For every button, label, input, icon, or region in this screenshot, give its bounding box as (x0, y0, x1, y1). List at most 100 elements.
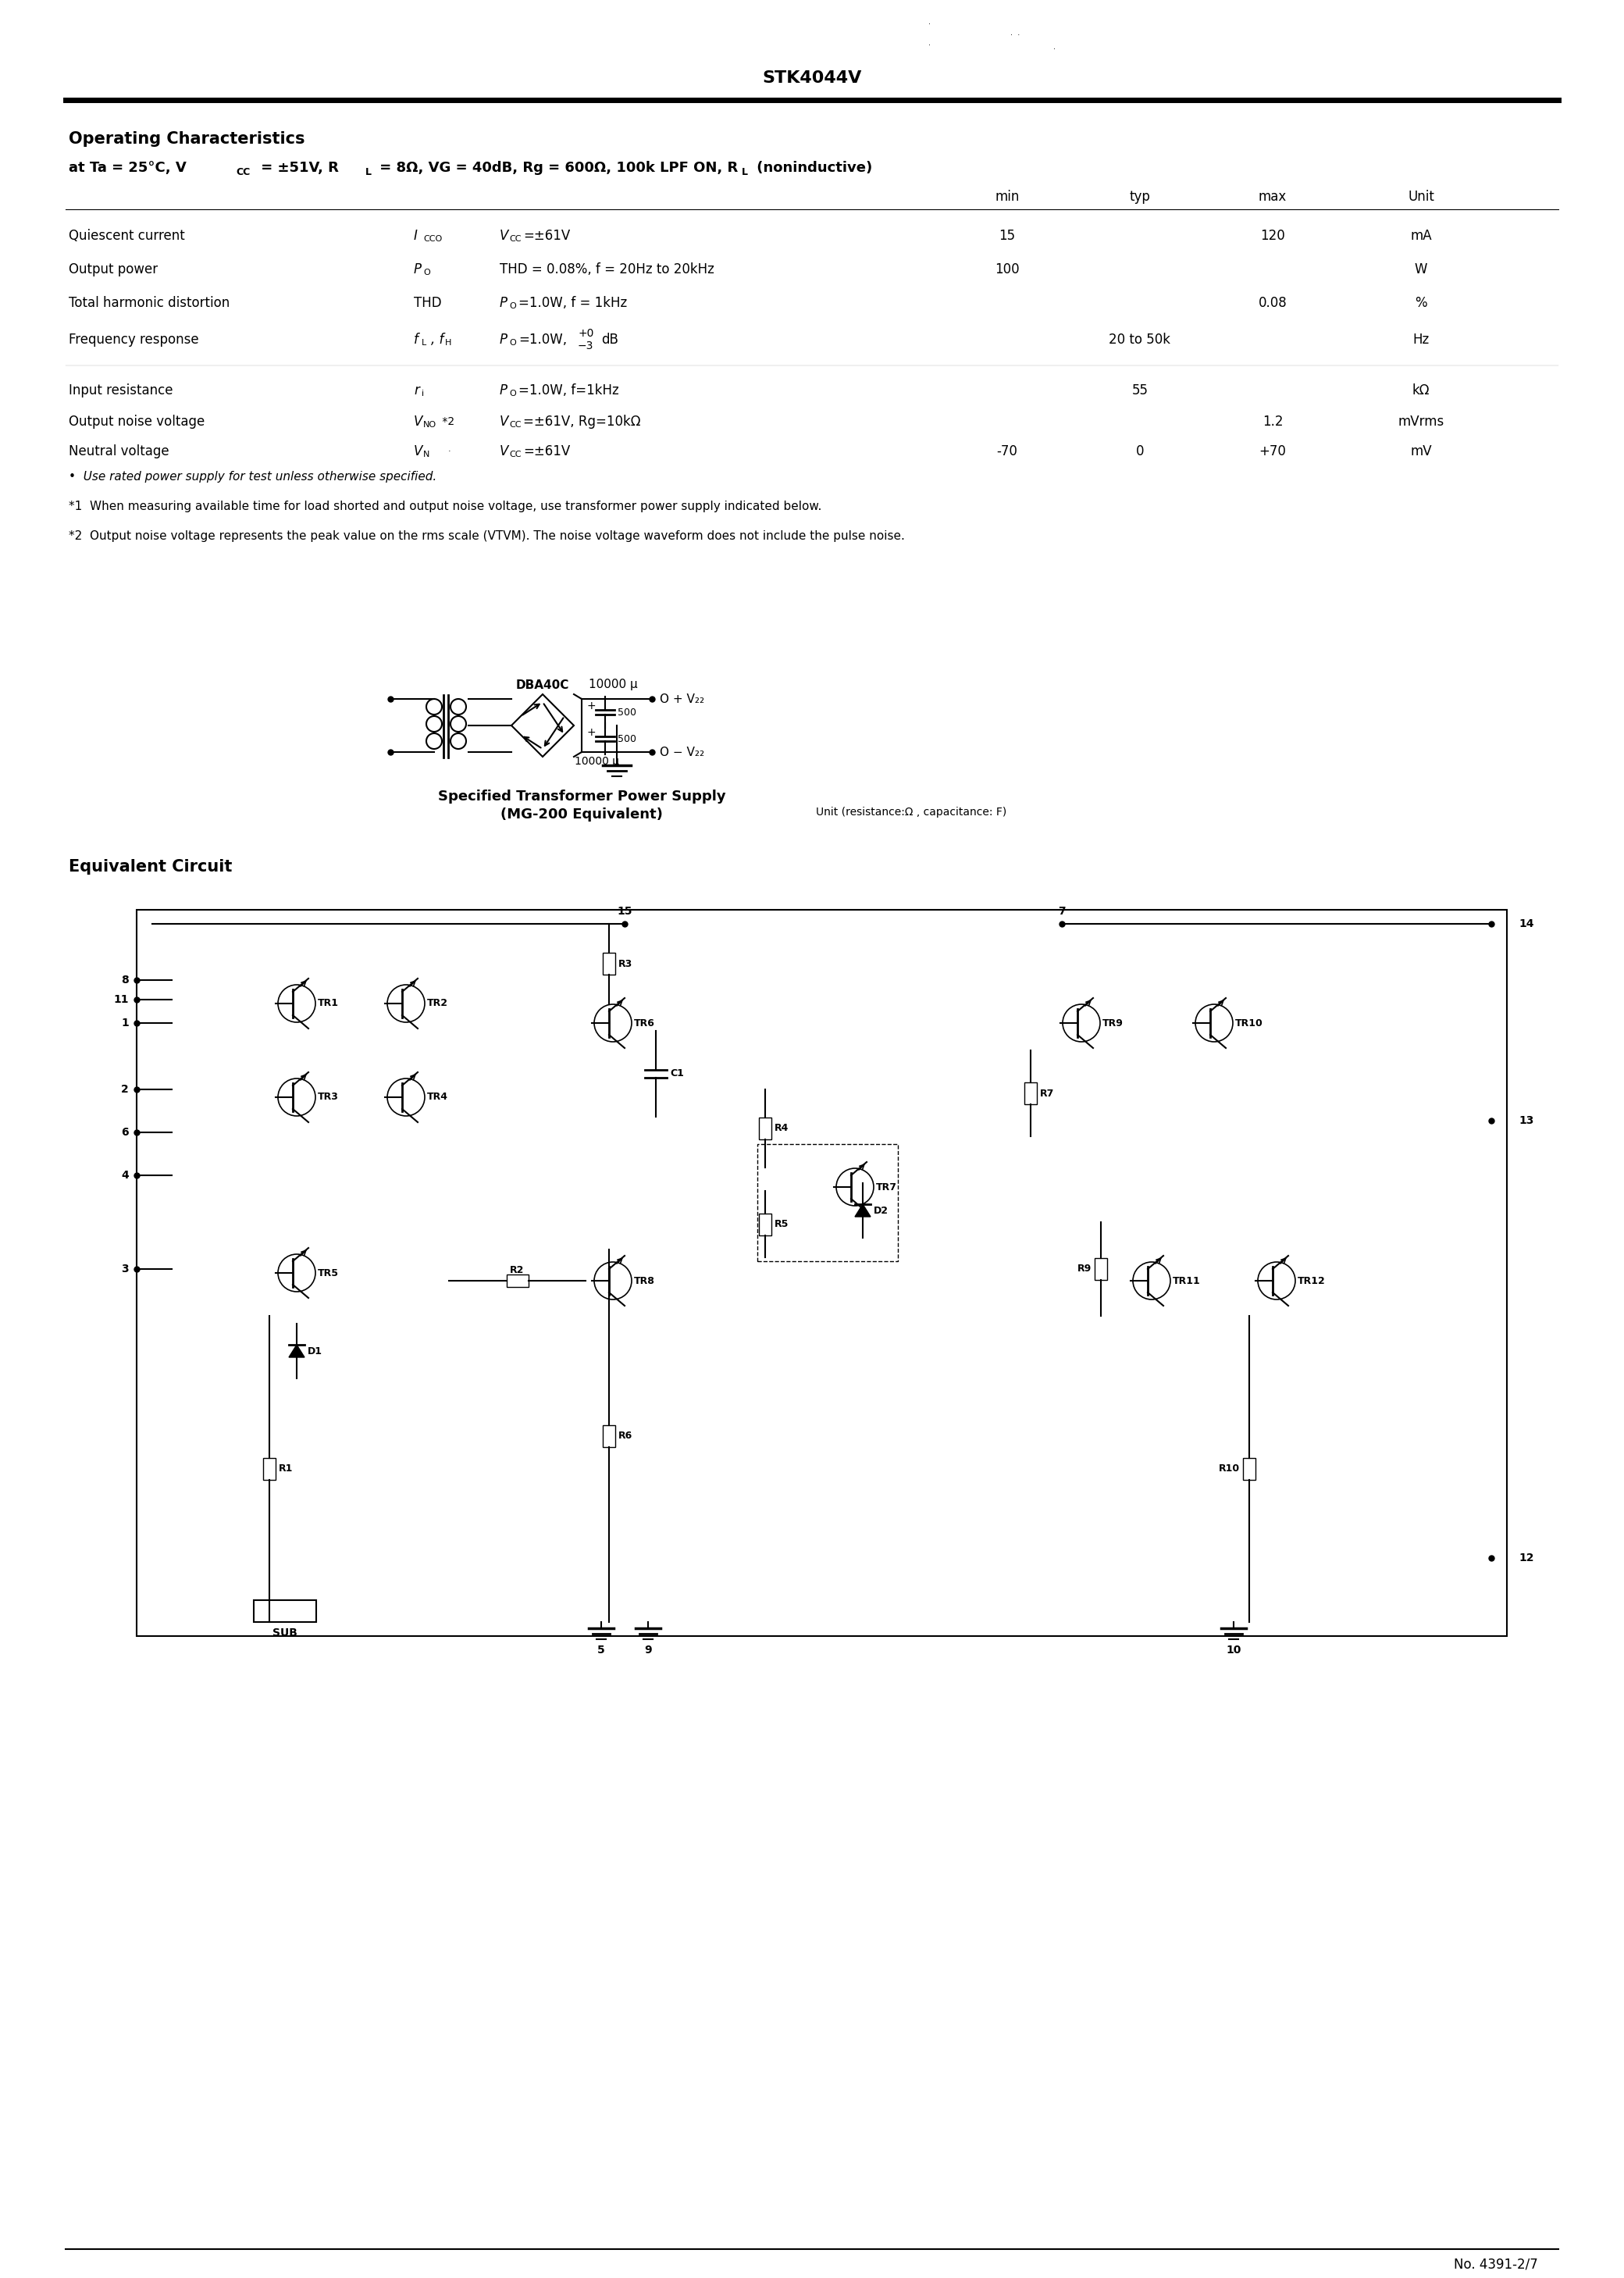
Text: 15: 15 (999, 228, 1015, 244)
Text: TR4: TR4 (427, 1091, 448, 1103)
Text: *2  Output noise voltage represents the peak value on the rms scale (VTVM). The : *2 Output noise voltage represents the p… (68, 531, 905, 542)
Text: R10: R10 (1218, 1465, 1239, 1474)
Polygon shape (512, 695, 573, 756)
Text: =1.0W, f=1kHz: =1.0W, f=1kHz (518, 383, 619, 396)
Text: R4: R4 (775, 1123, 789, 1134)
Text: (MG-200 Equivalent): (MG-200 Equivalent) (500, 806, 663, 822)
Text: %: % (1415, 296, 1427, 310)
Text: CC: CC (235, 166, 250, 178)
Text: mA: mA (1410, 228, 1432, 244)
Text: DBA40C: DBA40C (516, 679, 570, 690)
FancyBboxPatch shape (603, 1424, 615, 1447)
Text: 10000 μ: 10000 μ (575, 756, 619, 768)
Text: 4: 4 (122, 1171, 128, 1180)
FancyBboxPatch shape (1242, 1458, 1255, 1481)
Text: O: O (508, 339, 516, 346)
FancyBboxPatch shape (1025, 1082, 1036, 1105)
Text: 100: 100 (996, 262, 1020, 276)
Text: D1: D1 (307, 1346, 323, 1355)
Text: 0.08: 0.08 (1259, 296, 1286, 310)
Text: *2: *2 (438, 417, 455, 428)
Text: O: O (508, 303, 516, 310)
Text: V: V (500, 444, 508, 458)
Text: SUB: SUB (273, 1626, 297, 1638)
Text: =±61V: =±61V (523, 444, 570, 458)
Text: TR12: TR12 (1298, 1276, 1325, 1285)
Text: CC: CC (508, 451, 521, 458)
Polygon shape (289, 1344, 305, 1358)
FancyBboxPatch shape (253, 1599, 317, 1622)
Text: Specified Transformer Power Supply: Specified Transformer Power Supply (438, 790, 726, 804)
Text: dB: dB (601, 333, 619, 346)
Text: TR11: TR11 (1173, 1276, 1200, 1285)
Text: V: V (414, 444, 422, 458)
Text: , f: , f (430, 333, 443, 346)
Text: -70: -70 (997, 444, 1018, 458)
Text: +0: +0 (578, 328, 594, 339)
Text: = ±51V, R: = ±51V, R (257, 162, 339, 175)
FancyBboxPatch shape (136, 909, 1507, 1636)
Text: min: min (996, 189, 1020, 203)
FancyBboxPatch shape (263, 1458, 276, 1481)
Text: STK4044V: STK4044V (762, 71, 862, 87)
Text: O − V₂₂: O − V₂₂ (659, 747, 705, 759)
Text: Operating Characteristics: Operating Characteristics (68, 132, 305, 146)
Text: 14: 14 (1518, 918, 1533, 929)
Text: R7: R7 (1039, 1089, 1054, 1098)
Text: (noninductive): (noninductive) (752, 162, 872, 175)
Text: Quiescent current: Quiescent current (68, 228, 185, 244)
Text: D2: D2 (874, 1205, 888, 1216)
Text: 120: 120 (1260, 228, 1285, 244)
Text: O + V₂₂: O + V₂₂ (659, 693, 705, 704)
Text: P: P (500, 383, 507, 396)
Text: V: V (500, 228, 508, 244)
Text: .: . (927, 39, 931, 48)
Text: V: V (414, 415, 422, 428)
Text: THD = 0.08%, f = 20Hz to 20kHz: THD = 0.08%, f = 20Hz to 20kHz (500, 262, 715, 276)
Text: .: . (927, 18, 931, 25)
Text: 13: 13 (1518, 1116, 1533, 1125)
Text: 15: 15 (617, 907, 632, 916)
Text: Total harmonic distortion: Total harmonic distortion (68, 296, 229, 310)
Text: +: + (586, 727, 596, 738)
Text: 10000 μ: 10000 μ (588, 679, 637, 690)
Text: P: P (500, 333, 507, 346)
Text: Unit (resistance:Ω , capacitance: F): Unit (resistance:Ω , capacitance: F) (815, 806, 1007, 818)
FancyBboxPatch shape (758, 1118, 771, 1139)
Text: R3: R3 (619, 959, 633, 968)
Text: typ: typ (1129, 189, 1150, 203)
Text: =1.0W,: =1.0W, (518, 333, 567, 346)
Text: Output noise voltage: Output noise voltage (68, 415, 205, 428)
Text: .: . (1052, 43, 1056, 50)
Text: 3: 3 (122, 1264, 128, 1273)
Text: N: N (424, 451, 430, 458)
Text: Equivalent Circuit: Equivalent Circuit (68, 859, 232, 875)
FancyBboxPatch shape (507, 1273, 528, 1287)
Text: +: + (586, 702, 596, 711)
Text: H: H (445, 339, 451, 346)
Text: i: i (422, 390, 424, 396)
Text: = 8Ω, VG = 40dB, Rg = 600Ω, 100k LPF ON, R: = 8Ω, VG = 40dB, Rg = 600Ω, 100k LPF ON,… (375, 162, 737, 175)
Text: 1.2: 1.2 (1262, 415, 1283, 428)
Text: 500: 500 (617, 706, 637, 718)
Text: No. 4391-2/7: No. 4391-2/7 (1453, 2257, 1538, 2271)
Text: O: O (508, 390, 516, 396)
Text: L: L (422, 339, 427, 346)
Text: .  .: . . (1010, 30, 1020, 36)
Text: =±61V: =±61V (523, 228, 570, 244)
Text: R9: R9 (1077, 1264, 1091, 1273)
Text: at Ta = 25°C, V: at Ta = 25°C, V (68, 162, 187, 175)
FancyBboxPatch shape (1095, 1257, 1108, 1280)
Text: 0: 0 (1135, 444, 1143, 458)
Text: mV: mV (1410, 444, 1432, 458)
Text: C1: C1 (671, 1068, 684, 1080)
FancyBboxPatch shape (758, 1214, 771, 1235)
Text: Input resistance: Input resistance (68, 383, 172, 396)
Text: Neutral voltage: Neutral voltage (68, 444, 169, 458)
Text: max: max (1259, 189, 1286, 203)
Text: TR7: TR7 (875, 1182, 896, 1191)
Text: R5: R5 (775, 1219, 789, 1230)
Text: NO: NO (424, 421, 437, 428)
Text: r: r (414, 383, 419, 396)
Text: Hz: Hz (1413, 333, 1429, 346)
